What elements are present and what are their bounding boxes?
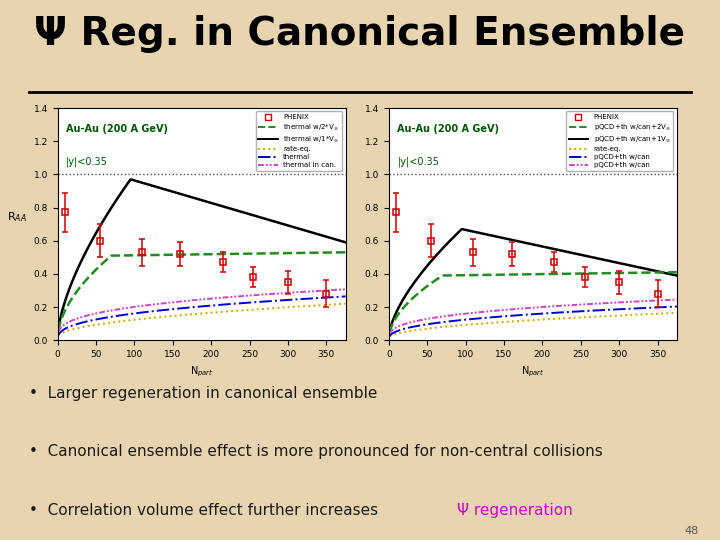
Text: |y|<0.35: |y|<0.35 [397,157,439,167]
Text: Au-Au (200 A GeV): Au-Au (200 A GeV) [66,124,168,134]
Text: •  Correlation volume effect further increases: • Correlation volume effect further incr… [29,503,383,518]
Legend: PHENIX, pQCD+th w/can+2V$_{\infty}$, pQCD+th w/can+1V$_{\infty}$, rate-eq., pQCD: PHENIX, pQCD+th w/can+2V$_{\infty}$, pQC… [566,111,673,171]
Legend: PHENIX, thermal w/2*V$_{\infty}$, thermal w/1*V$_{\infty}$, rate-eq., thermal, t: PHENIX, thermal w/2*V$_{\infty}$, therma… [256,111,342,171]
Text: Au-Au (200 A GeV): Au-Au (200 A GeV) [397,124,500,134]
Text: Ψ regeneration: Ψ regeneration [457,503,573,518]
Text: |y|<0.35: |y|<0.35 [66,157,108,167]
Text: 48: 48 [684,526,698,536]
X-axis label: N$_{part}$: N$_{part}$ [521,364,544,379]
X-axis label: N$_{part}$: N$_{part}$ [190,364,213,379]
Y-axis label: R$_{AA}$: R$_{AA}$ [7,210,27,224]
Text: Ψ Reg. in Canonical Ensemble: Ψ Reg. in Canonical Ensemble [35,15,685,53]
Text: •  Canonical ensemble effect is more pronounced for non-central collisions: • Canonical ensemble effect is more pron… [29,444,603,460]
Text: •  Larger regeneration in canonical ensemble: • Larger regeneration in canonical ensem… [29,386,377,401]
